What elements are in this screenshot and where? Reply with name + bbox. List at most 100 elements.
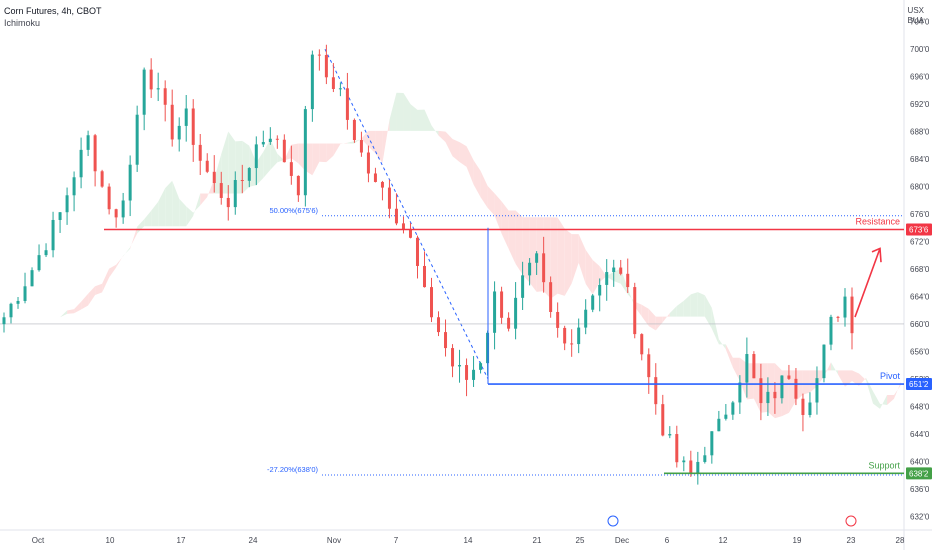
x-tick-label: 25 <box>576 536 585 545</box>
y-tick-label: 672'0 <box>910 238 930 247</box>
candle-body <box>647 354 651 378</box>
candle-body <box>254 144 258 169</box>
x-tick-label: Dec <box>615 536 629 545</box>
candle-body <box>170 104 174 140</box>
candle-body <box>626 273 630 288</box>
candle-body <box>51 219 55 251</box>
currency-line-1: USX <box>907 6 924 15</box>
ichimoku-cloud-bearish <box>781 370 789 417</box>
candle-body <box>808 402 812 415</box>
ichimoku-cloud-bullish <box>228 131 236 194</box>
ichimoku-cloud-bullish <box>221 131 229 194</box>
candle-body <box>710 431 714 456</box>
candle-body <box>72 177 76 196</box>
candle-body <box>577 327 581 345</box>
candle-body <box>366 152 370 174</box>
candle-body <box>359 140 363 153</box>
candle-body <box>444 332 448 349</box>
x-tick-label: 24 <box>249 536 258 545</box>
ichimoku-cloud-bullish <box>431 125 439 136</box>
ichimoku-cloud-bullish <box>606 271 614 281</box>
candle-body <box>640 334 644 355</box>
candle-body <box>458 365 462 367</box>
fib-label-neg-27: -27.20%(638'0) <box>267 465 319 474</box>
candle-body <box>633 287 637 335</box>
y-tick-label: 680'0 <box>910 183 930 192</box>
ichimoku-cloud-bullish <box>613 268 621 284</box>
ichimoku-cloud-bearish <box>473 160 481 198</box>
ichimoku-cloud-bullish <box>830 362 838 375</box>
projection-arrow-shaft <box>854 248 881 318</box>
candle-body <box>780 375 784 399</box>
ichimoku-cloud-bullish <box>627 288 635 307</box>
chart-title: Corn Futures, 4h, CBOT <box>4 6 102 16</box>
candle-body <box>9 303 13 318</box>
candle-body <box>430 287 434 318</box>
candle-body <box>331 77 335 89</box>
y-tick-label: 704'0 <box>910 18 930 27</box>
ichimoku-cloud-bearish <box>291 143 299 164</box>
ichimoku-cloud-bearish <box>578 234 586 284</box>
ichimoku-cloud-bearish <box>95 283 103 296</box>
candle-body <box>114 209 118 218</box>
candle-body <box>479 363 483 370</box>
ichimoku-cloud-bullish <box>704 295 712 329</box>
ichimoku-cloud-bearish <box>725 344 733 368</box>
ichimoku-cloud-bullish <box>235 140 243 194</box>
candle-body <box>380 181 384 188</box>
ichimoku-cloud-bearish <box>648 308 656 331</box>
ichimoku-cloud-bearish <box>634 301 642 317</box>
candle-body <box>822 344 826 379</box>
candle-body <box>16 300 20 304</box>
candle-body <box>493 291 497 333</box>
resistance-price-tag-text: 673'6 <box>909 226 929 235</box>
ichimoku-cloud-bullish <box>347 141 355 144</box>
ichimoku-cloud-bullish <box>151 201 159 227</box>
candle-body <box>310 54 314 110</box>
x-tick-label: 21 <box>533 536 542 545</box>
x-tick-label: 28 <box>896 536 905 545</box>
candle-body <box>177 125 181 140</box>
ichimoku-cloud-bearish <box>662 313 670 323</box>
y-tick-label: 700'0 <box>910 45 930 54</box>
candle-body <box>387 187 391 209</box>
candle-body <box>205 160 209 172</box>
resistance-label: Resistance <box>855 217 900 227</box>
ichimoku-cloud-bearish <box>852 370 860 386</box>
earnings-event-icon[interactable] <box>845 515 857 527</box>
candle-body <box>23 286 27 301</box>
x-tick-label: Nov <box>327 536 341 545</box>
candle-body <box>619 267 623 274</box>
candle-body <box>163 88 167 105</box>
x-tick-label: 17 <box>177 536 186 545</box>
candle-body <box>93 135 97 172</box>
resistance-price-tag <box>906 223 932 236</box>
ichimoku-cloud-bearish <box>452 138 460 163</box>
dividend-event-icon[interactable] <box>607 515 619 527</box>
candle-body <box>738 382 742 403</box>
ichimoku-cloud-bearish <box>599 266 607 283</box>
ichimoku-cloud-bullish <box>711 307 719 345</box>
candle-body <box>198 144 202 161</box>
ichimoku-cloud-bearish <box>480 170 488 208</box>
candle-body <box>843 296 847 318</box>
x-tick-label: 10 <box>106 536 115 545</box>
ichimoku-cloud-bullish <box>249 145 257 187</box>
ichimoku-cloud-bearish <box>298 143 306 171</box>
candle-body <box>317 54 321 56</box>
ichimoku-cloud-bearish <box>361 130 369 147</box>
ichimoku-cloud-bearish <box>487 185 495 216</box>
candle-body <box>338 88 342 90</box>
candle-body <box>219 183 223 198</box>
pivot-label: Pivot <box>880 371 901 381</box>
ichimoku-cloud-bearish <box>130 226 138 249</box>
ichimoku-cloud-bullish <box>172 180 180 227</box>
ichimoku-cloud-bearish <box>81 293 89 310</box>
ichimoku-cloud-bullish <box>256 151 264 186</box>
currency-label: USX BUA <box>908 6 924 26</box>
y-tick-label: 656'0 <box>910 347 930 356</box>
candle-body <box>37 255 41 271</box>
ichimoku-cloud-bullish <box>403 92 411 131</box>
candle-body <box>836 316 840 318</box>
